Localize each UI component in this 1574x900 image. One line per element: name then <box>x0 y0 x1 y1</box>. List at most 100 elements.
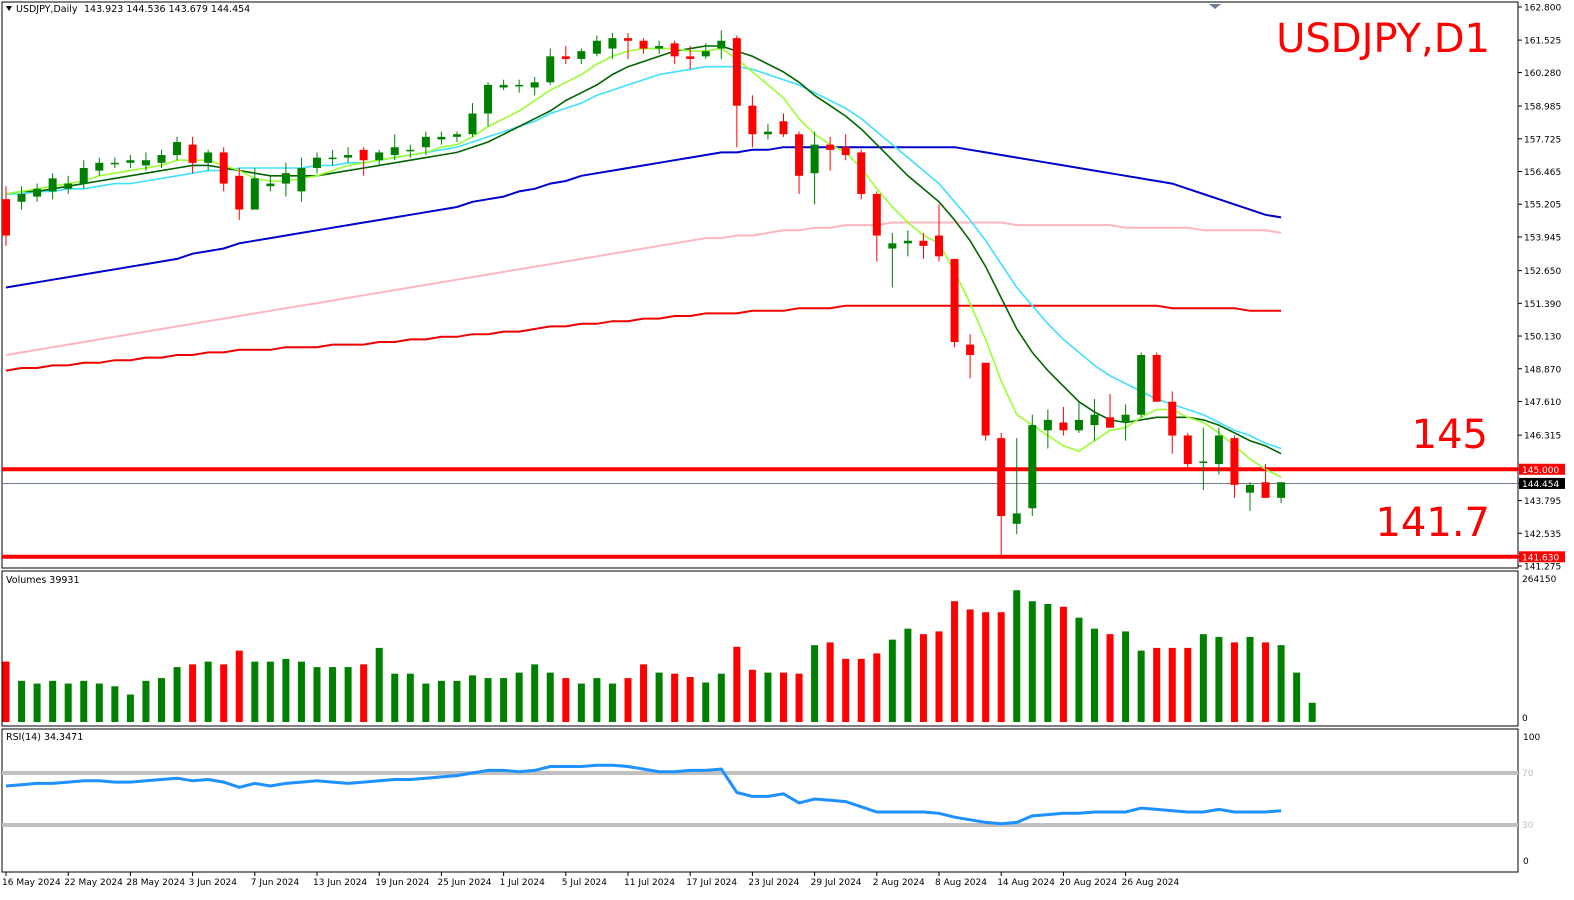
candle-body <box>1277 482 1286 498</box>
volume-bar <box>624 678 632 722</box>
volume-bar <box>18 680 26 722</box>
volume-bar <box>577 683 585 722</box>
volume-bar <box>1028 601 1036 722</box>
candle-body <box>795 134 804 176</box>
volume-bar <box>686 676 694 722</box>
date-tick-label: 23 Jul 2024 <box>748 878 799 888</box>
volume-bar <box>391 673 399 722</box>
volume-bar <box>453 680 461 722</box>
volume-bar <box>1075 617 1083 722</box>
volume-bar <box>826 642 834 722</box>
candle-body <box>577 51 586 59</box>
candle-body <box>935 235 943 257</box>
candle-body <box>499 84 508 88</box>
volume-bar <box>1106 634 1114 722</box>
volume-bar <box>671 673 679 722</box>
date-tick-label: 5 Jul 2024 <box>562 878 607 888</box>
volume-bar <box>1199 634 1207 722</box>
candle-body <box>421 136 430 148</box>
candle-body <box>110 162 119 165</box>
volume-bar <box>1262 642 1270 722</box>
rsi-tick-label: 100 <box>1523 733 1540 743</box>
candle-body <box>1199 461 1208 463</box>
volume-bar <box>360 664 368 722</box>
candle-body <box>624 38 632 41</box>
price-marks-layer <box>2 30 1518 559</box>
candle-body <box>452 134 461 137</box>
volume-bar <box>422 683 430 722</box>
volume-bar <box>562 678 570 722</box>
volume-bar <box>344 667 352 722</box>
ma-cyan-line <box>6 65 1282 450</box>
candle-body <box>126 160 135 163</box>
price-tick-label: 147.610 <box>1524 398 1561 408</box>
date-tick-label: 29 Jul 2024 <box>811 878 862 888</box>
volume-bar <box>126 694 134 722</box>
candle-body <box>732 38 741 106</box>
price-tick-label: 160.280 <box>1524 69 1561 79</box>
candle-body <box>344 155 353 158</box>
candle-body <box>826 144 835 150</box>
chart-big-title: USDJPY,D1 <box>1276 16 1490 62</box>
candle-body <box>328 157 337 160</box>
candle-body <box>406 149 415 152</box>
price-level-tag-text: 145.000 <box>1522 466 1559 476</box>
volume-bar <box>997 612 1005 722</box>
candle-body <box>1121 414 1130 423</box>
volume-bar <box>1246 636 1254 722</box>
volume-bar <box>702 682 710 722</box>
volume-bar <box>282 658 290 722</box>
volume-bar <box>158 678 165 722</box>
candle-body <box>1074 419 1083 431</box>
volume-bar <box>531 664 539 722</box>
candle-body <box>592 40 601 54</box>
volume-bar <box>951 601 959 722</box>
candle-body <box>141 160 150 166</box>
volume-bar <box>95 683 103 722</box>
volume-bar <box>329 667 337 722</box>
candle-body <box>266 183 275 187</box>
axis-labels-layer: 100 70 30 0 162.800 161.525 160.280 158.985 157.… <box>2 4 1565 888</box>
rsi-panel-label: RSI(14) 34.3471 <box>6 732 83 743</box>
volume-bar <box>111 686 119 722</box>
price-level-tag <box>1519 551 1565 563</box>
symbol-menu-icon[interactable] <box>6 6 12 11</box>
volume-bar <box>235 650 243 722</box>
date-tick-label: 25 Jun 2024 <box>437 878 491 888</box>
price-tick-label: 155.205 <box>1524 201 1561 211</box>
date-tick-label: 7 Jun 2024 <box>251 878 300 888</box>
candle-body <box>437 136 446 140</box>
price-tick-label: 146.315 <box>1524 432 1561 442</box>
candle-body <box>468 113 477 135</box>
volume-bar <box>266 661 274 722</box>
volume-bar <box>375 647 383 722</box>
shift-marker-icon[interactable] <box>1209 4 1221 9</box>
volume-bar <box>717 673 725 722</box>
candle-body <box>561 56 570 59</box>
candle-body <box>670 43 679 57</box>
price-tick-label: 162.800 <box>1524 4 1561 14</box>
candle-body <box>1043 419 1052 431</box>
candle-body <box>841 147 850 156</box>
candle-body <box>1090 414 1099 426</box>
candle-body <box>1137 354 1146 415</box>
candle-body <box>95 162 104 171</box>
candle-body <box>717 40 726 49</box>
date-tick-label: 3 Jun 2024 <box>189 878 238 888</box>
rsi-panel-frame <box>1 728 1519 873</box>
volume-bar <box>733 646 741 722</box>
volume-bar <box>1184 647 1192 722</box>
date-tick-label: 11 Jul 2024 <box>624 878 675 888</box>
candle-body <box>608 38 617 49</box>
candle-body <box>857 152 866 194</box>
ma-red-line <box>5 304 1282 372</box>
volume-bar <box>313 667 321 722</box>
candle-body <box>779 121 788 135</box>
volume-bar <box>919 634 927 722</box>
volume-bar <box>1013 590 1021 722</box>
date-tick-label: 28 May 2024 <box>126 878 185 888</box>
date-tick-label: 1 Jul 2024 <box>500 878 545 888</box>
candle-body <box>1152 354 1161 402</box>
